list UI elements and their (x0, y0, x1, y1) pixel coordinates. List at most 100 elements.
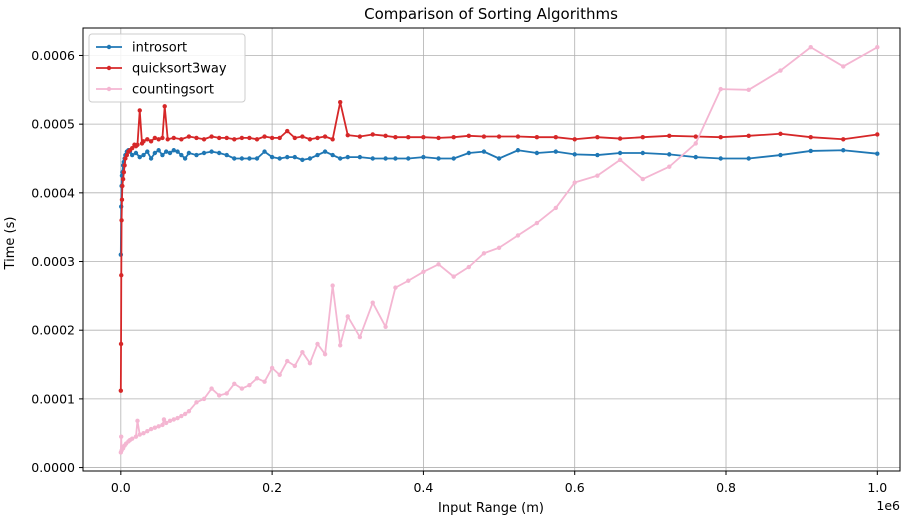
data-point (307, 360, 313, 366)
data-point (345, 154, 350, 160)
y-tick-label: 0.0002 (31, 323, 75, 338)
series-quicksort3way (118, 99, 880, 393)
data-point (152, 135, 158, 141)
data-point (194, 400, 199, 405)
data-point (595, 135, 600, 140)
data-point (118, 341, 124, 347)
data-point (553, 205, 559, 211)
data-point (693, 134, 698, 139)
data-point (285, 128, 290, 134)
data-point (277, 156, 282, 161)
data-point (481, 251, 487, 256)
data-point (129, 436, 135, 441)
x-tick-label: 1.0 (867, 480, 887, 495)
legend-box (88, 33, 246, 103)
data-point (201, 137, 207, 142)
data-point (145, 137, 150, 142)
data-point (667, 152, 672, 157)
data-point (152, 425, 158, 430)
data-point (145, 428, 150, 434)
data-point (179, 137, 184, 142)
data-point (617, 150, 623, 156)
data-point (406, 156, 411, 161)
data-point (141, 139, 146, 144)
data-point (224, 135, 229, 141)
data-point (254, 137, 260, 142)
data-point (277, 372, 282, 378)
y-tick-label: 0.0000 (31, 460, 75, 475)
data-point (161, 417, 167, 422)
data-point (292, 154, 298, 160)
data-point (383, 133, 388, 139)
data-point (121, 170, 127, 175)
data-point (285, 154, 290, 160)
data-point (239, 386, 245, 391)
grid-lines (83, 28, 900, 471)
data-point (269, 135, 275, 141)
data-point (357, 134, 363, 139)
data-point (247, 156, 252, 161)
x-tick-label: 0.2 (262, 480, 282, 495)
data-point (875, 132, 880, 137)
data-point (120, 176, 126, 182)
data-point (515, 148, 521, 153)
data-point (481, 149, 487, 154)
data-point (118, 388, 124, 393)
data-point (152, 150, 158, 156)
data-point (841, 64, 846, 69)
data-point (119, 197, 125, 202)
data-point (232, 156, 237, 161)
y-axis-ticks: 0.0000 0.0001 0.0002 0.0003 0.0004 0.0005 0.00… (31, 48, 83, 475)
data-point (466, 264, 472, 270)
legend-label: quicksort3way (132, 62, 227, 77)
legend-label: introsort (132, 41, 187, 56)
data-point (393, 285, 398, 290)
data-point (254, 376, 260, 381)
data-point (269, 154, 275, 160)
data-point (277, 135, 282, 141)
data-point (357, 154, 363, 160)
data-point (515, 134, 521, 139)
data-point (164, 420, 169, 426)
data-point (269, 365, 275, 371)
data-point (137, 154, 142, 160)
data-point (640, 135, 645, 140)
data-point (370, 300, 375, 305)
data-point (201, 396, 207, 402)
data-point (421, 135, 426, 140)
data-point (693, 141, 698, 146)
data-point (307, 137, 313, 142)
data-point (345, 314, 350, 319)
x-tick-label: 0.8 (716, 480, 736, 495)
data-point (141, 431, 146, 436)
data-point (194, 135, 199, 141)
data-point (148, 156, 154, 161)
data-point (182, 156, 188, 161)
data-point (160, 152, 165, 158)
data-point (262, 379, 267, 384)
data-point (307, 156, 313, 161)
x-axis-offset-label: 1e6 (876, 498, 900, 513)
data-point (148, 139, 154, 144)
x-tick-label: 0.0 (111, 480, 131, 495)
x-tick-label: 0.6 (565, 480, 585, 495)
plot-frame (82, 27, 901, 472)
y-tick-label: 0.0005 (31, 117, 75, 132)
data-point (186, 409, 192, 414)
data-point (338, 99, 343, 105)
series-layer (118, 45, 880, 455)
data-point (186, 134, 192, 139)
data-point (553, 149, 559, 154)
data-point (300, 157, 305, 163)
data-point (357, 334, 363, 340)
data-point (133, 434, 139, 439)
data-point (421, 154, 426, 160)
data-point (224, 152, 229, 158)
data-point (778, 152, 783, 158)
data-point (345, 132, 350, 138)
data-point (179, 413, 184, 419)
x-axis-ticks: 0.0 0.2 0.4 0.6 0.8 1.0 (111, 471, 887, 495)
data-point (119, 273, 124, 278)
data-point (194, 152, 199, 158)
data-point (595, 173, 600, 178)
